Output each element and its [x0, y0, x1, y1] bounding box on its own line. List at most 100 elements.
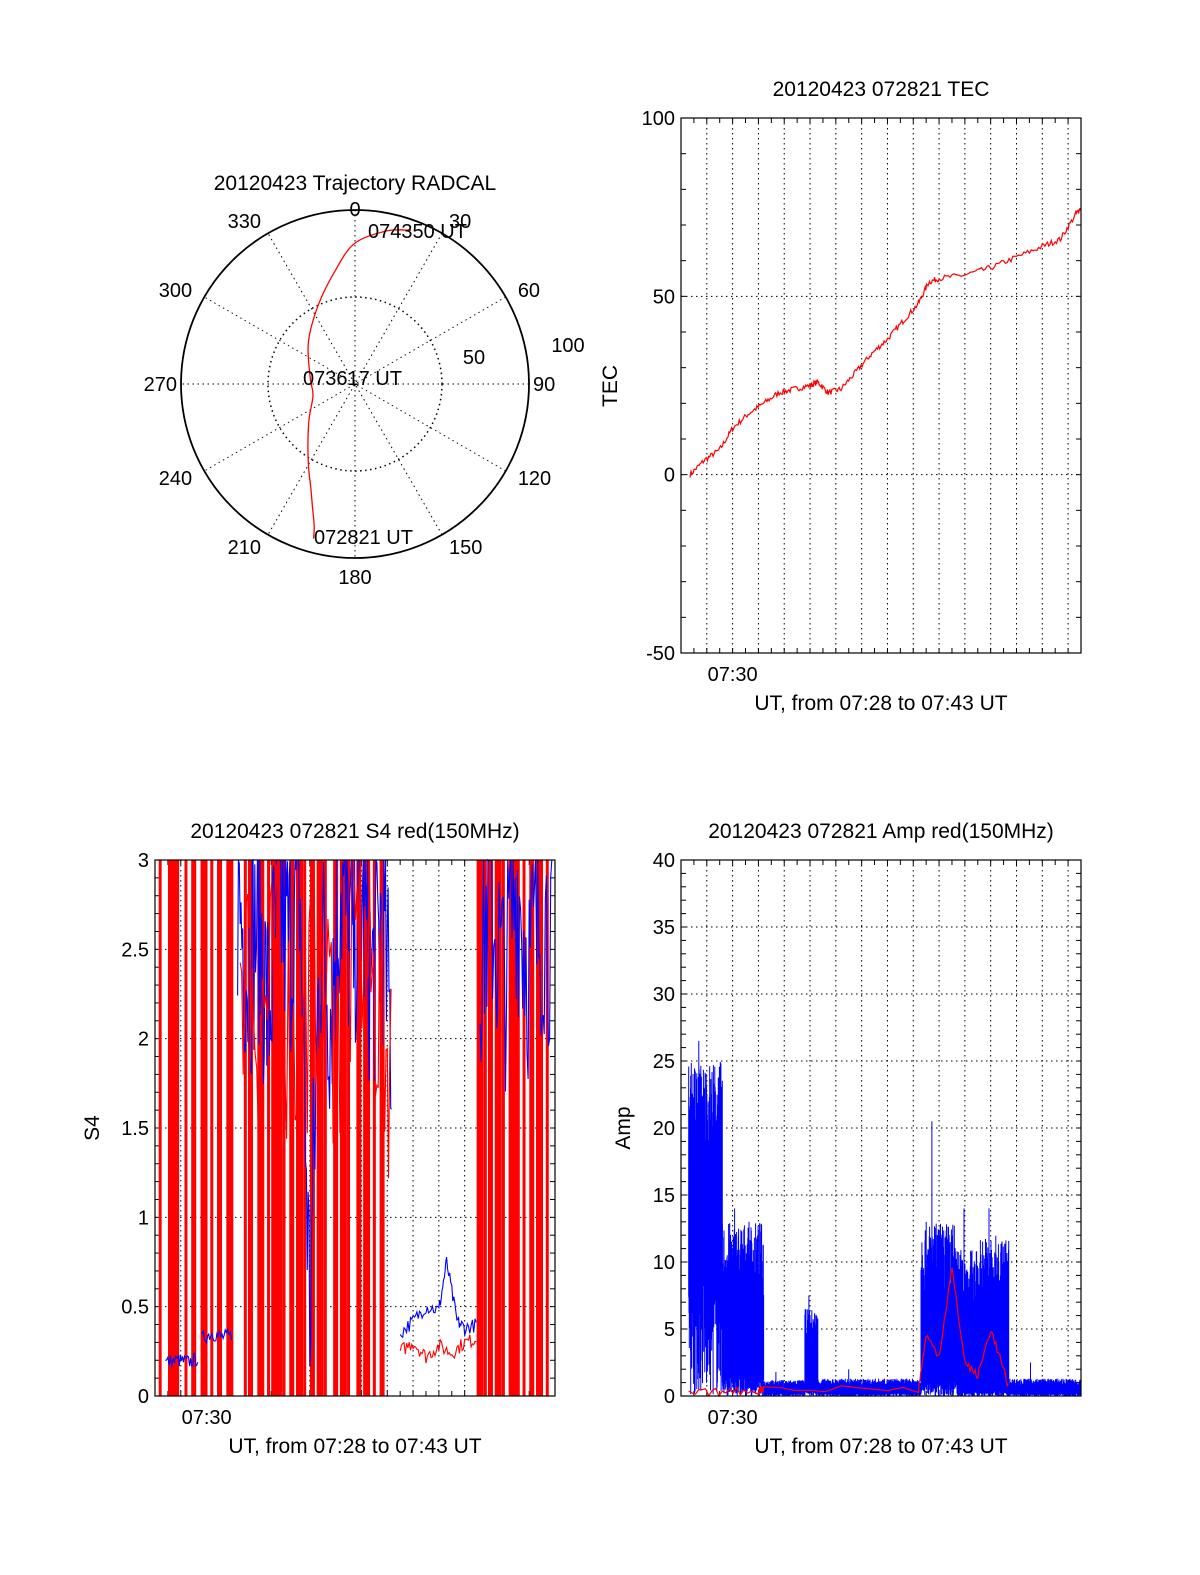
red-spike [508, 860, 514, 1396]
blue-s4-line [201, 1327, 232, 1345]
red-spike [247, 860, 253, 1396]
time-annotation: 073617 UT [303, 368, 402, 390]
chart-title: 20120423 072821 S4 red(150MHz) [190, 820, 519, 843]
red-s4-line [239, 859, 392, 1179]
y-tick-label: 0 [664, 465, 675, 487]
time-annotations: 074350 UT 073617 UT 072821 UT [303, 221, 467, 549]
x-axis-label: UT, from 07:28 to 07:43 UT [754, 1435, 1007, 1458]
spoke-line [267, 233, 443, 535]
red-spike [501, 860, 505, 1396]
y-tick-label: 1 [138, 1207, 149, 1229]
red-s4-line [399, 1334, 477, 1364]
radius-label: 100 [551, 335, 584, 357]
red-spike [226, 860, 234, 1396]
red-spike [487, 860, 493, 1396]
y-axis-label: TEC [599, 365, 622, 407]
y-axis-label: S4 [81, 1115, 104, 1141]
y-tick-label: -50 [646, 643, 675, 665]
y-tick-label: 10 [653, 1252, 675, 1274]
chart-title: 20120423 Trajectory RADCAL [214, 172, 497, 195]
plot-frame [680, 859, 1082, 1397]
chart-title: 20120423 072821 Amp red(150MHz) [708, 820, 1054, 843]
red-spike [316, 860, 324, 1396]
blue-amp-segment [721, 1208, 765, 1396]
polar-radius-labels: 50 100 [463, 335, 585, 369]
red-spike [379, 860, 385, 1396]
blue-amp-segment [688, 1040, 723, 1395]
angle-label: 150 [449, 537, 482, 559]
plot-frame [154, 859, 556, 1397]
angle-label: 90 [533, 374, 555, 396]
angle-label: 210 [228, 537, 261, 559]
blue-amp-segment [956, 1208, 981, 1396]
y-tick-label: 0 [138, 1386, 149, 1408]
angle-label: 120 [518, 468, 551, 490]
y-tick-label: 30 [653, 984, 675, 1006]
blue-s4-line [237, 858, 393, 1367]
y-tick-label: 0.5 [121, 1297, 149, 1319]
y-tick-label: 2 [138, 1029, 149, 1051]
red-spike [191, 860, 197, 1396]
x-axis-label: UT, from 07:28 to 07:43 UT [754, 692, 1007, 715]
blue-amp-segment [817, 1369, 922, 1396]
spoke-line [267, 233, 443, 535]
tick-labels: 0 0.5 1 1.5 2 2.5 3 07:30 [121, 850, 231, 1429]
x-axis-label: UT, from 07:28 to 07:43 UT [228, 1435, 481, 1458]
angle-label: 30 [449, 211, 471, 233]
y-tick-label: 20 [653, 1118, 675, 1140]
y-tick-label: 3 [138, 850, 149, 872]
blue-amp-segment [1008, 1362, 1082, 1396]
red-spike [172, 860, 180, 1396]
red-spike [494, 860, 502, 1396]
series [688, 1040, 1082, 1398]
y-tick-label: 2.5 [121, 939, 149, 961]
red-spike [536, 860, 544, 1396]
tick-labels: 0 5 10 15 20 25 30 35 40 07:30 [653, 850, 758, 1429]
series [689, 208, 1082, 478]
red-spike [323, 860, 327, 1396]
angle-label: 300 [159, 280, 192, 302]
angle-label: 270 [144, 374, 177, 396]
angle-label: 240 [159, 468, 192, 490]
s4-chart: 20120423 072821 S4 red(150MHz) S4 UT, fr… [81, 820, 556, 1458]
red-spike [529, 860, 535, 1396]
y-axis-label: Amp [612, 1106, 635, 1149]
red-spike [267, 860, 271, 1396]
blue-amp-segment [804, 1295, 819, 1396]
time-annotation: 072821 UT [314, 527, 413, 549]
grid [681, 118, 1081, 653]
tec-chart: 20120423 072821 TEC TEC UT, from 07:28 t… [599, 78, 1082, 715]
plot-frame [680, 117, 1082, 654]
red-spike [339, 860, 347, 1396]
red-spike [275, 860, 283, 1396]
red-spike [363, 860, 371, 1396]
angle-label: 180 [338, 567, 371, 589]
blue-s4-line [165, 1352, 199, 1368]
time-annotation: 074350 UT [368, 221, 467, 243]
x-tick-label: 07:30 [182, 1407, 232, 1429]
red-spike [210, 860, 214, 1396]
polar-grid [180, 209, 530, 559]
red-spike [545, 860, 549, 1396]
y-tick-label: 50 [653, 286, 675, 308]
polar-angle-labels: 0 30 60 90 120 150 180 210 240 270 300 330 [144, 199, 556, 589]
red-spike [271, 860, 277, 1396]
red-spike [217, 860, 223, 1396]
x-tick-label: 07:30 [708, 664, 758, 686]
y-tick-label: 40 [653, 850, 675, 872]
red-spike [200, 860, 208, 1396]
red-spike [356, 860, 362, 1396]
grid [681, 860, 1081, 1396]
red-spike [512, 860, 520, 1396]
amp-chart: 20120423 072821 Amp red(150MHz) Amp UT, … [612, 820, 1082, 1458]
y-tick-label: 35 [653, 917, 675, 939]
red-spike [296, 860, 304, 1396]
trajectory-series [307, 229, 411, 539]
red-spike [167, 860, 173, 1396]
y-tick-label: 5 [664, 1319, 675, 1341]
red-spike [476, 860, 484, 1396]
x-tick-label: 07:30 [708, 1407, 758, 1429]
red-spike [158, 860, 162, 1396]
red-spike [282, 860, 286, 1396]
